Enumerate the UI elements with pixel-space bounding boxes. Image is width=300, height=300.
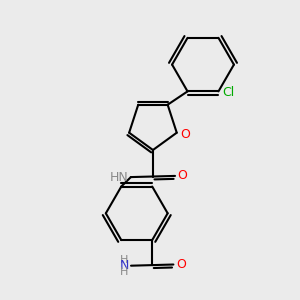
Text: HN: HN bbox=[110, 171, 128, 184]
Text: H: H bbox=[120, 267, 129, 277]
Text: Cl: Cl bbox=[222, 86, 234, 99]
Text: O: O bbox=[176, 258, 186, 271]
Text: O: O bbox=[180, 128, 190, 141]
Text: H: H bbox=[120, 255, 129, 266]
Text: N: N bbox=[119, 259, 129, 272]
Text: O: O bbox=[177, 169, 187, 182]
